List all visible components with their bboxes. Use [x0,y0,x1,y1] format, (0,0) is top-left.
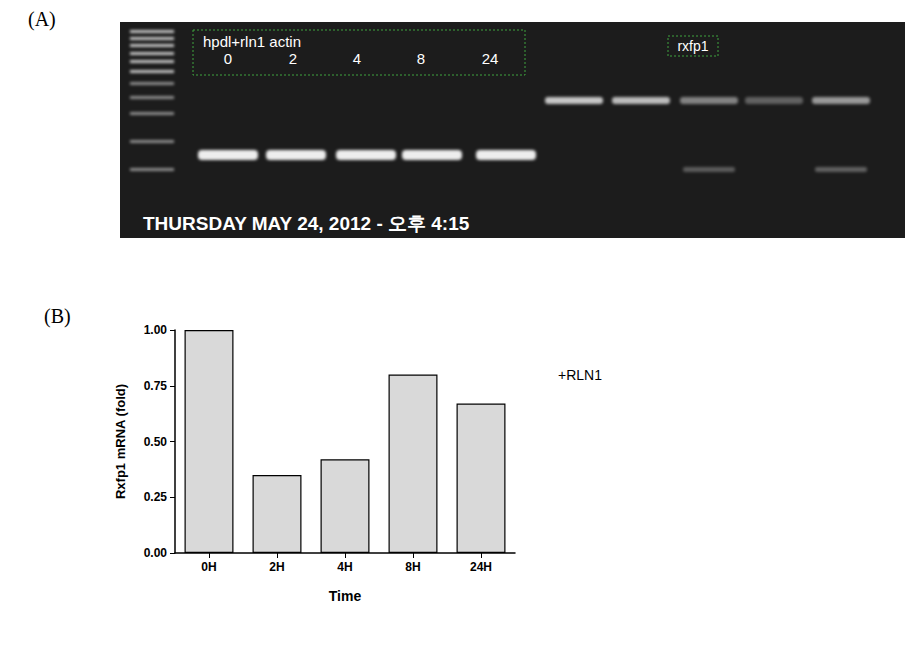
svg-text:Time: Time [329,588,362,604]
svg-text:0.75: 0.75 [144,379,168,393]
svg-text:24H: 24H [470,560,492,574]
svg-text:24: 24 [482,50,499,67]
svg-text:8: 8 [417,50,425,67]
svg-text:0: 0 [224,50,232,67]
svg-text:rxfp1: rxfp1 [677,38,708,54]
svg-text:1.00: 1.00 [144,323,168,337]
svg-text:0H: 0H [201,560,216,574]
html-text:(B): (B) [44,305,71,327]
svg-text:+RLN1: +RLN1 [558,367,602,383]
svg-text:0.25: 0.25 [144,490,168,504]
svg-text:2H: 2H [269,560,284,574]
svg-text:THURSDAY MAY 24, 2012 - 오후 4:1: THURSDAY MAY 24, 2012 - 오후 4:15 [143,213,470,234]
svg-text:hpdl+rln1 actin: hpdl+rln1 actin [203,33,301,50]
svg-text:8H: 8H [405,560,420,574]
html-text:(A): (A) [28,8,56,30]
svg-text:4: 4 [353,50,361,67]
svg-text:0.00: 0.00 [144,546,168,560]
svg-text:4H: 4H [337,560,352,574]
svg-text:Rxfp1 mRNA (fold): Rxfp1 mRNA (fold) [113,384,128,499]
svg-text:0.50: 0.50 [144,435,168,449]
svg-text:2: 2 [289,50,297,67]
